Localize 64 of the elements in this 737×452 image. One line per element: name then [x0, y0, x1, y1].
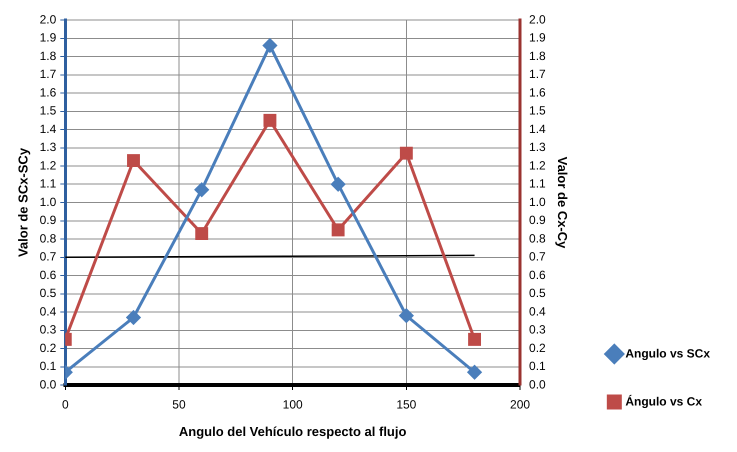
y2-tick-label: 1.7 [529, 67, 546, 82]
point [262, 38, 277, 53]
point [127, 154, 140, 167]
legend-label: Ángulo vs Cx [625, 394, 702, 408]
y-tick-label: 2.0 [40, 12, 57, 26]
point [263, 114, 276, 127]
y-tick-label: 0.1 [40, 359, 57, 374]
y2-tick-label: 0.5 [529, 286, 546, 300]
y-tick-label: 1.3 [40, 140, 57, 154]
point [194, 182, 209, 197]
point [126, 310, 140, 324]
legend-label: Angulo vs SCx [625, 346, 710, 360]
y-tick-label: 0.3 [40, 322, 57, 337]
y-tick-label: 0.5 [40, 286, 57, 300]
y-tick-label: 0.9 [40, 213, 57, 228]
point [400, 146, 413, 160]
x-tick-label: 50 [172, 398, 186, 412]
y2-tick-label: 1.9 [529, 30, 546, 45]
x-tick-label: 100 [282, 398, 303, 412]
y-axis-title: Valor de SCx-SCy [15, 147, 30, 258]
y-tick-label: 0.4 [40, 304, 57, 318]
x-tick-label: 0 [62, 398, 69, 412]
y-tick-label: 1.9 [40, 30, 57, 45]
y-tick-label: 0.8 [40, 231, 57, 246]
y-tick-label: 1.2 [40, 158, 57, 172]
x-tick-label: 200 [510, 398, 530, 412]
point [331, 177, 346, 192]
y2-tick-label: 0.3 [529, 322, 546, 337]
y-tick-label: 1.5 [40, 104, 57, 118]
y-tick-label: 1.4 [40, 122, 57, 136]
y2-tick-label: 0.1 [529, 359, 546, 374]
y2-tick-label: 1.3 [529, 140, 546, 154]
y2-tick-label: 0.6 [529, 268, 546, 282]
point [332, 223, 345, 236]
y-tick-label: 1.7 [40, 67, 57, 82]
y2-tick-label: 1.6 [529, 85, 546, 100]
y2-tick-label: 1.4 [529, 122, 546, 136]
y2-tick-label: 1.0 [529, 194, 546, 209]
point [468, 365, 482, 380]
y-tick-label: 1.8 [40, 48, 57, 63]
y-tick-label: 1.6 [40, 85, 57, 100]
y2-tick-label: 2.0 [529, 12, 546, 26]
y2-tick-label: 0.4 [529, 304, 546, 318]
y-tick-label: 1.1 [40, 176, 57, 191]
y2-axis-title: Valor de Cx-Cy [554, 156, 570, 250]
y2-tick-label: 0.2 [529, 340, 546, 355]
y2-tick-label: 0.7 [529, 250, 546, 264]
y2-tick-label: 0.8 [529, 231, 546, 246]
y-tick-label: 0.7 [40, 250, 57, 264]
y-tick-label: 1.0 [40, 194, 57, 209]
x-tick-label: 150 [396, 398, 417, 412]
point [468, 332, 482, 346]
y2-tick-label: 0.0 [529, 377, 546, 392]
y-tick-label: 0.6 [40, 268, 57, 282]
y2-tick-label: 1.5 [529, 104, 546, 118]
y-tick-label: 0.0 [40, 377, 57, 392]
point [399, 308, 414, 323]
y2-tick-label: 1.1 [529, 176, 546, 191]
point [195, 227, 208, 240]
y2-tick-label: 1.8 [529, 48, 546, 63]
y-tick-label: 0.2 [40, 340, 57, 355]
x-axis-title: Angulo del Vehículo respecto al flujo [178, 424, 406, 439]
y2-tick-label: 1.2 [529, 158, 546, 172]
y2-tick-label: 0.9 [529, 213, 546, 228]
